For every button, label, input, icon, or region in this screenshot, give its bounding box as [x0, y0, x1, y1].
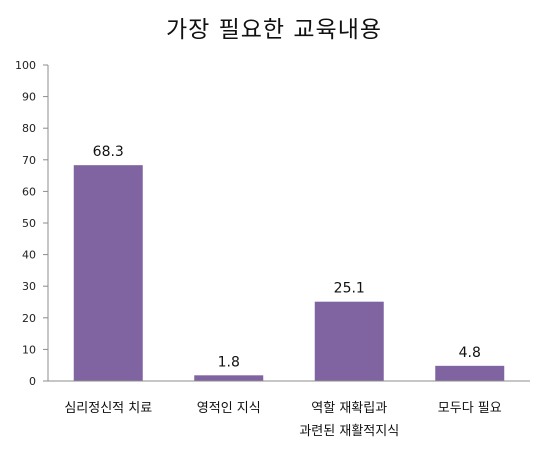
data-label: 1.8 [218, 354, 240, 370]
bars [73, 165, 505, 381]
y-axis-ticks: 0 10 20 30 40 50 60 70 80 90 100 [15, 59, 48, 388]
y-tick-label: 90 [22, 91, 36, 104]
data-label: 25.1 [334, 281, 365, 297]
y-tick-label: 30 [22, 280, 36, 293]
bar [194, 375, 264, 381]
y-tick-label: 10 [22, 343, 36, 356]
y-tick-label: 80 [22, 122, 36, 135]
data-label: 68.3 [93, 144, 124, 160]
y-tick-label: 20 [22, 312, 36, 325]
y-tick-label: 100 [15, 59, 36, 72]
y-tick-label: 40 [22, 249, 36, 262]
category-label: 모두다 필요 [438, 401, 502, 416]
bar [435, 365, 505, 381]
y-tick-label: 70 [22, 154, 36, 167]
chart-title: 가장 필요한 교육내용 [165, 17, 383, 43]
y-tick-label: 50 [22, 217, 36, 230]
category-label: 역할 재확립과 과련된 재활적지식 [299, 401, 399, 439]
category-label: 심리정신적 치료 [64, 401, 152, 416]
bar [73, 165, 143, 381]
data-labels: 68.3 1.8 25.1 4.8 [93, 144, 481, 370]
y-tick-label: 0 [29, 375, 36, 388]
y-tick-label: 60 [22, 185, 36, 198]
category-label: 영적인 지식 [197, 401, 261, 416]
bar [314, 301, 384, 381]
x-axis-labels: 심리정신적 치료 영적인 지식 역할 재확립과 과련된 재활적지식 모두다 필요 [64, 401, 501, 439]
data-label: 4.8 [459, 345, 481, 361]
